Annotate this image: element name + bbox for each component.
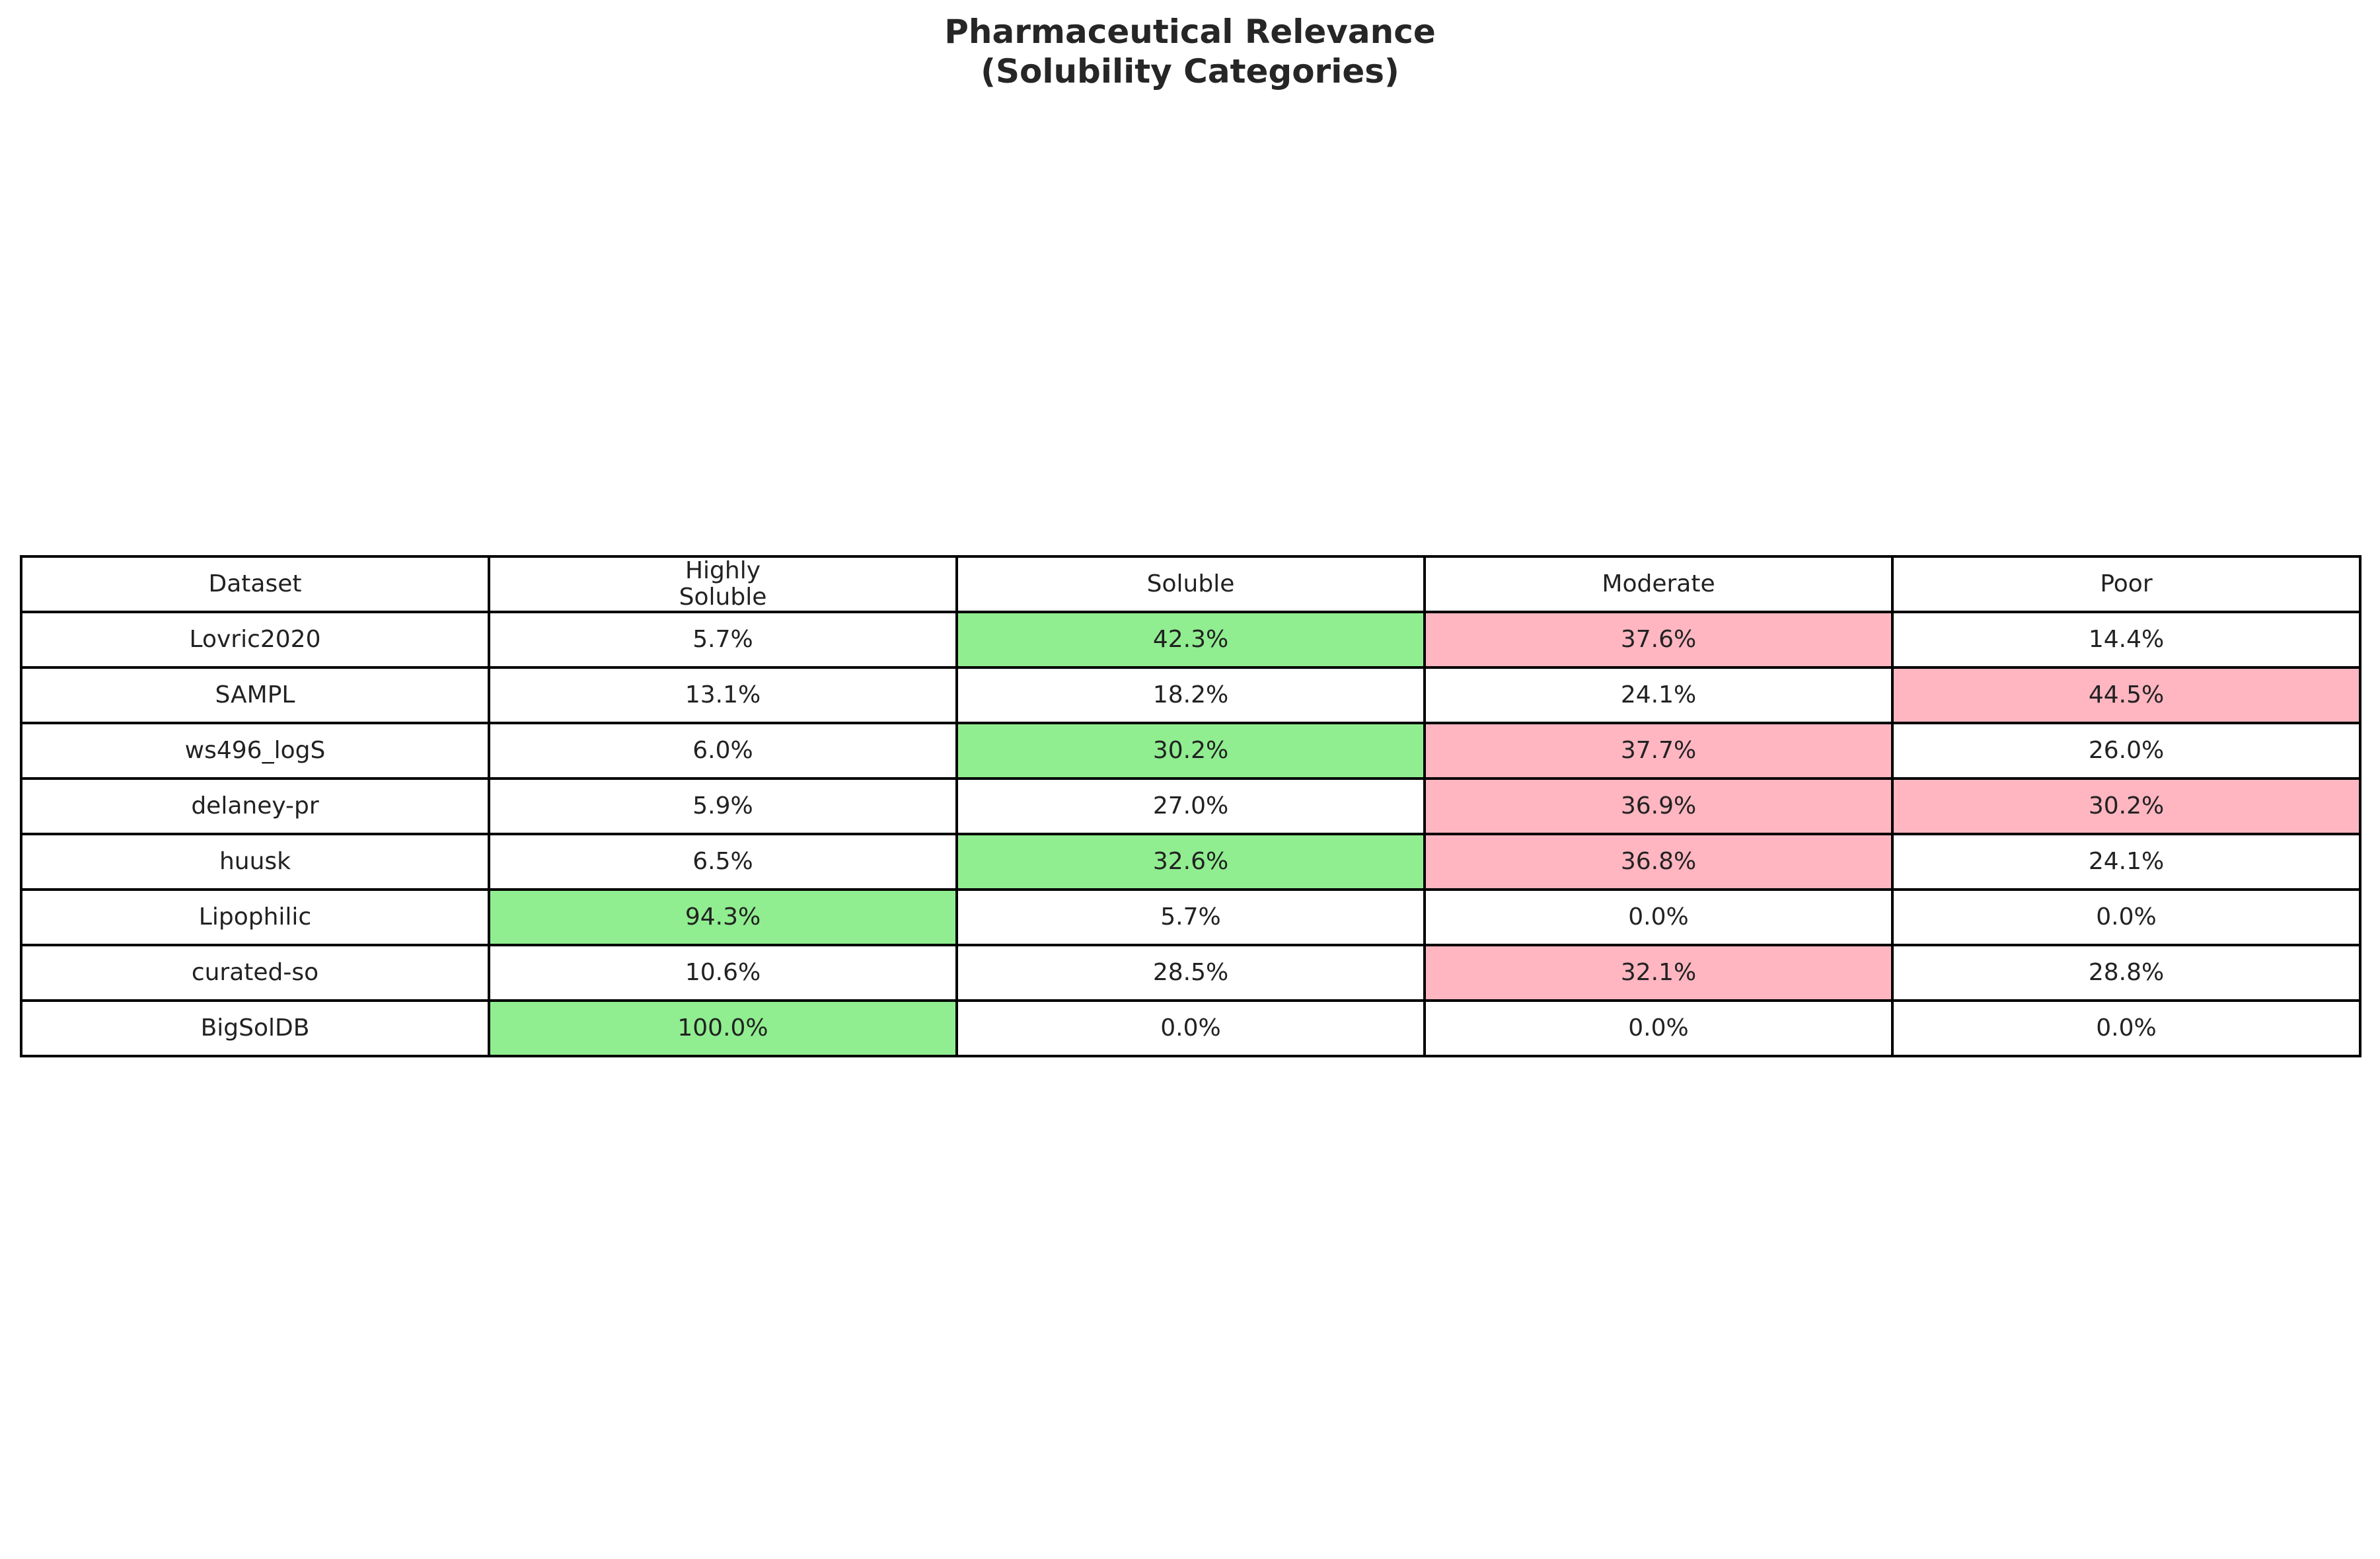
value-cell: 10.6% bbox=[488, 944, 958, 1002]
value-cell: 5.7% bbox=[488, 611, 958, 669]
table-row: delaney-pr 5.9% 27.0% 36.9% 30.2% bbox=[20, 777, 2361, 835]
value-cell: 32.6% bbox=[955, 833, 1426, 891]
dataset-cell: Lipophilic bbox=[20, 888, 490, 946]
dataset-cell: curated-so bbox=[20, 944, 490, 1002]
table-row: Lipophilic 94.3% 5.7% 0.0% 0.0% bbox=[20, 888, 2361, 946]
value-cell: 0.0% bbox=[1891, 999, 2361, 1057]
value-cell: 6.0% bbox=[488, 722, 958, 780]
value-cell: 0.0% bbox=[1423, 888, 1894, 946]
value-cell: 13.1% bbox=[488, 666, 958, 724]
value-cell: 36.8% bbox=[1423, 833, 1894, 891]
chart-title-line-2: (Solubility Categories) bbox=[981, 52, 1399, 91]
table-header-row: Dataset Highly Soluble Soluble Moderate Poor bbox=[20, 555, 2361, 613]
value-cell: 14.4% bbox=[1891, 611, 2361, 669]
value-cell: 42.3% bbox=[955, 611, 1426, 669]
table-row: curated-so 10.6% 28.5% 32.1% 28.8% bbox=[20, 944, 2361, 1002]
column-header: Soluble bbox=[955, 555, 1426, 613]
table-row: SAMPL 13.1% 18.2% 24.1% 44.5% bbox=[20, 666, 2361, 724]
value-cell: 5.7% bbox=[955, 888, 1426, 946]
value-cell: 30.2% bbox=[1891, 777, 2361, 835]
dataset-cell: huusk bbox=[20, 833, 490, 891]
value-cell: 100.0% bbox=[488, 999, 958, 1057]
table-row: huusk 6.5% 32.6% 36.8% 24.1% bbox=[20, 833, 2361, 891]
table-row: ws496_logS 6.0% 30.2% 37.7% 26.0% bbox=[20, 722, 2361, 780]
value-cell: 6.5% bbox=[488, 833, 958, 891]
column-header: Highly Soluble bbox=[488, 555, 958, 613]
value-cell: 0.0% bbox=[1891, 888, 2361, 946]
column-header: Moderate bbox=[1423, 555, 1894, 613]
value-cell: 0.0% bbox=[1423, 999, 1894, 1057]
value-cell: 24.1% bbox=[1423, 666, 1894, 724]
value-cell: 30.2% bbox=[955, 722, 1426, 780]
solubility-table: Dataset Highly Soluble Soluble Moderate Poor… bbox=[20, 555, 2361, 1057]
value-cell: 37.7% bbox=[1423, 722, 1894, 780]
chart-title-line-1: Pharmaceutical Relevance bbox=[944, 13, 1436, 51]
value-cell: 37.6% bbox=[1423, 611, 1894, 669]
value-cell: 24.1% bbox=[1891, 833, 2361, 891]
column-header: Poor bbox=[1891, 555, 2361, 613]
value-cell: 0.0% bbox=[955, 999, 1426, 1057]
value-cell: 5.9% bbox=[488, 777, 958, 835]
value-cell: 18.2% bbox=[955, 666, 1426, 724]
dataset-cell: ws496_logS bbox=[20, 722, 490, 780]
value-cell: 28.5% bbox=[955, 944, 1426, 1002]
table-row: Lovric2020 5.7% 42.3% 37.6% 14.4% bbox=[20, 611, 2361, 669]
value-cell: 27.0% bbox=[955, 777, 1426, 835]
value-cell: 32.1% bbox=[1423, 944, 1894, 1002]
solubility-table-container: Dataset Highly Soluble Soluble Moderate Poor… bbox=[20, 555, 2361, 1057]
value-cell: 26.0% bbox=[1891, 722, 2361, 780]
value-cell: 44.5% bbox=[1891, 666, 2361, 724]
column-header: Dataset bbox=[20, 555, 490, 613]
dataset-cell: Lovric2020 bbox=[20, 611, 490, 669]
dataset-cell: BigSolDB bbox=[20, 999, 490, 1057]
value-cell: 28.8% bbox=[1891, 944, 2361, 1002]
value-cell: 94.3% bbox=[488, 888, 958, 946]
value-cell: 36.9% bbox=[1423, 777, 1894, 835]
table-row: BigSolDB 100.0% 0.0% 0.0% 0.0% bbox=[20, 999, 2361, 1057]
chart-title: Pharmaceutical Relevance (Solubility Cat… bbox=[0, 12, 2380, 91]
table-body: Dataset Highly Soluble Soluble Moderate Poor… bbox=[20, 555, 2361, 1057]
dataset-cell: delaney-pr bbox=[20, 777, 490, 835]
dataset-cell: SAMPL bbox=[20, 666, 490, 724]
